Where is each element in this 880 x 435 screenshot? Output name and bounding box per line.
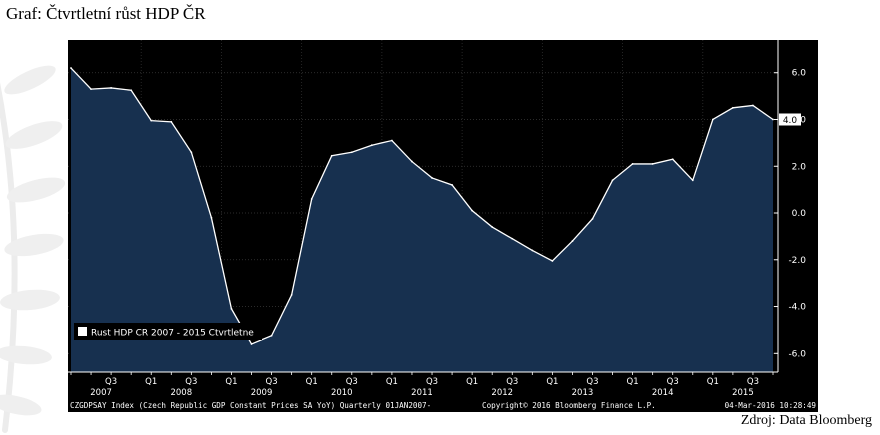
x-quarter-label: Q1 — [386, 377, 398, 387]
area-layer — [70, 67, 774, 372]
data-point — [551, 260, 554, 262]
x-year-label: 2008 — [170, 388, 192, 398]
y-tick-label: -6.0 — [788, 349, 806, 359]
data-point — [711, 118, 714, 121]
data-point — [491, 226, 494, 228]
x-quarter-label: Q3 — [747, 377, 759, 387]
legend-label: Rust HDP CR 2007 - 2015 Ctvrtletne — [91, 329, 254, 339]
x-quarter-label: Q1 — [145, 377, 157, 387]
data-point — [90, 88, 92, 90]
x-quarter-label: Q1 — [546, 377, 558, 387]
legend-background — [74, 323, 262, 340]
footer-center: Copyright© 2016 Bloomberg Finance L.P. — [482, 401, 656, 410]
x-quarter-label: Q1 — [627, 377, 639, 387]
data-point — [110, 87, 113, 89]
data-point — [411, 160, 413, 163]
gdp-chart: 6.04.02.00.0-2.0-4.0-6.04.0Q3Q1Q3Q1Q3Q1Q… — [68, 40, 818, 412]
x-quarter-label: Q3 — [586, 377, 598, 387]
x-quarter-label: Q3 — [667, 377, 679, 387]
x-quarter-label: Q3 — [105, 377, 117, 387]
data-point — [431, 177, 433, 179]
footer-right: 04-Mar-2016 10:28:49 — [725, 401, 817, 410]
source-note: Zdroj: Data Bloomberg — [740, 413, 872, 428]
x-year-label: 2007 — [90, 388, 112, 398]
x-year-label: 2013 — [572, 388, 594, 398]
x-quarter-label: Q3 — [426, 377, 438, 387]
x-quarter-label: Q1 — [707, 377, 719, 387]
data-point — [471, 209, 474, 212]
data-point — [611, 179, 614, 182]
data-point — [691, 179, 694, 182]
data-point — [370, 144, 373, 147]
x-quarter-label: Q1 — [306, 377, 318, 387]
x-year-label: 2011 — [411, 388, 433, 398]
data-point — [270, 334, 273, 337]
data-point — [250, 343, 253, 345]
data-point — [330, 154, 333, 157]
x-quarter-label: Q3 — [266, 377, 278, 387]
series-area — [71, 68, 773, 372]
data-point — [190, 151, 193, 154]
data-point — [350, 151, 353, 154]
y-tick-label: 2.0 — [792, 162, 807, 172]
data-point — [631, 163, 634, 165]
data-point — [130, 89, 133, 92]
x-year-label: 2009 — [251, 388, 273, 398]
data-point — [571, 240, 574, 242]
data-point — [451, 184, 453, 186]
footer-left: CZGDPSAY Index (Czech Republic GDP Const… — [70, 401, 431, 410]
data-point — [531, 249, 534, 252]
data-point — [170, 120, 173, 123]
data-point — [150, 119, 153, 122]
data-point — [230, 307, 233, 310]
x-year-label: 2010 — [331, 388, 353, 398]
last-value-box — [779, 113, 801, 126]
data-point — [310, 198, 313, 200]
y-tick-label: 0.0 — [792, 209, 807, 219]
x-quarter-label: Q3 — [346, 377, 358, 387]
page-title: Graf: Čtvrtletní růst HDP ČR — [6, 4, 206, 23]
y-tick-label: 6.0 — [792, 69, 807, 79]
data-point — [772, 118, 774, 121]
y-tick-label: -2.0 — [788, 256, 806, 266]
x-quarter-label: Q3 — [506, 377, 518, 387]
data-point — [290, 293, 293, 296]
data-point — [391, 139, 393, 142]
y-tick-label: -4.0 — [788, 303, 806, 313]
legend-swatch — [78, 327, 87, 336]
data-point — [511, 237, 514, 240]
data-point — [671, 158, 674, 161]
x-year-label: 2015 — [732, 388, 754, 398]
x-quarter-label: Q1 — [225, 377, 237, 387]
data-point — [70, 67, 72, 69]
x-year-label: 2014 — [652, 388, 674, 398]
data-point — [752, 104, 754, 107]
legend: Rust HDP CR 2007 - 2015 Ctvrtletne — [74, 323, 262, 340]
last-value-label: 4.0 — [783, 116, 798, 126]
x-year-label: 2012 — [491, 388, 513, 398]
series-line — [70, 67, 774, 345]
laurel-watermark-icon — [0, 65, 66, 433]
x-quarter-label: Q1 — [466, 377, 478, 387]
data-point — [210, 216, 213, 219]
axis-layer: 6.04.02.00.0-2.0-4.0-6.04.0Q3Q1Q3Q1Q3Q1Q… — [68, 40, 806, 398]
x-quarter-label: Q3 — [185, 377, 197, 387]
data-point — [591, 217, 594, 220]
data-point — [731, 106, 734, 109]
data-point — [651, 163, 654, 165]
